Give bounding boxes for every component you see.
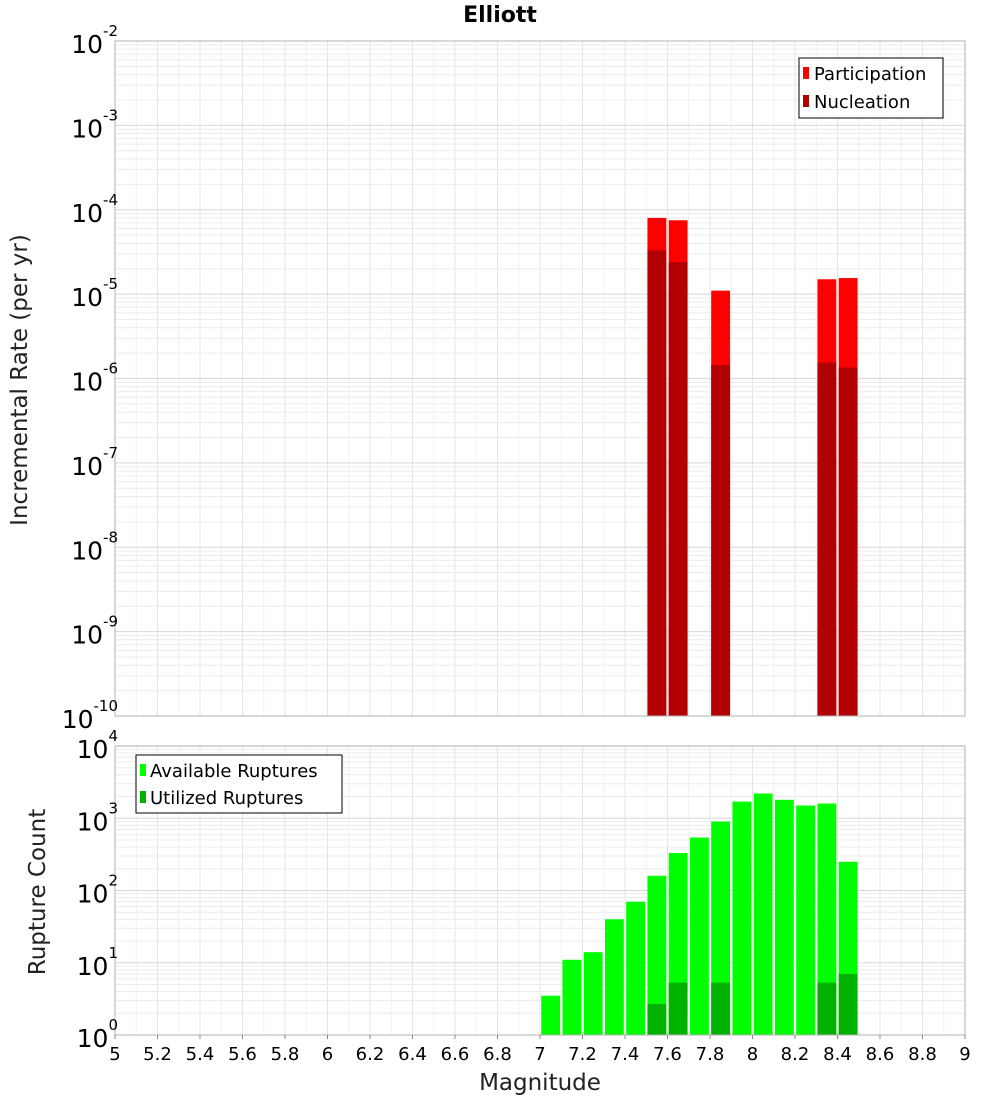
legend-swatch-available-ruptures	[140, 764, 146, 776]
bar-nucleation	[838, 367, 858, 716]
bar-nucleation	[711, 364, 731, 716]
y-tick-label: 10-10	[62, 697, 118, 734]
bar-nucleation	[668, 262, 688, 716]
x-tick-label: 6.4	[398, 1044, 427, 1065]
bar-utilized-ruptures	[711, 982, 731, 1035]
bar-available-ruptures	[817, 803, 837, 1035]
x-tick-label: 8.8	[908, 1044, 937, 1065]
top-legend-box	[798, 57, 944, 119]
bottom-legend[interactable]: Available Ruptures Utilized Ruptures	[135, 754, 343, 814]
chart-title: Elliott	[463, 3, 537, 28]
bar-utilized-ruptures	[817, 982, 837, 1035]
bar-available-ruptures	[711, 821, 731, 1035]
x-tick-label: 7.6	[653, 1044, 682, 1065]
y-tick-label: 101	[77, 944, 118, 981]
bar-available-ruptures	[626, 901, 646, 1035]
x-tick-label: 7.8	[696, 1044, 725, 1065]
legend-swatch-utilized-ruptures	[140, 791, 146, 803]
y-tick-label: 10-6	[71, 360, 118, 397]
top-plot-frame	[114, 40, 966, 717]
y-tick-label: 10-8	[71, 528, 118, 565]
x-ticks: 5 5.2 5.4 5.6 5.8 6 6.2 6.4 6.6 6.8 7 7.2 7.4 7.6 7.8 8…	[109, 1035, 971, 1065]
x-tick-label: 8	[747, 1044, 758, 1065]
legend-label-participation: Participation	[814, 64, 926, 85]
x-tick-label: 6.8	[483, 1044, 512, 1065]
x-tick-label: 6.2	[356, 1044, 385, 1065]
legend-label-nucleation: Nucleation	[814, 92, 910, 113]
x-tick-label: 6.6	[441, 1044, 470, 1065]
bottom-y-ticks: 100 101 102 103 104	[77, 727, 118, 1053]
legend-swatch-nucleation	[803, 95, 809, 107]
x-tick-label: 9	[959, 1044, 970, 1065]
top-legend[interactable]: Participation Nucleation	[798, 57, 944, 119]
y-tick-label: 10-7	[71, 444, 118, 481]
x-tick-label: 5	[109, 1044, 120, 1065]
y-tick-label: 102	[77, 872, 118, 909]
y-tick-label: 100	[77, 1016, 118, 1053]
x-axis-label: Magnitude	[479, 1070, 601, 1096]
x-tick-label: 5.4	[186, 1044, 215, 1065]
x-tick-label: 5.8	[271, 1044, 300, 1065]
bar-available-ruptures	[562, 959, 582, 1035]
bar-nucleation	[817, 362, 837, 716]
y-tick-label: 10-5	[71, 275, 118, 312]
bar-utilized-ruptures	[838, 973, 858, 1035]
bar-available-ruptures	[647, 875, 667, 1035]
bar-available-ruptures	[541, 995, 561, 1035]
bar-nucleation	[647, 250, 667, 717]
x-tick-label: 7.2	[568, 1044, 597, 1065]
y-tick-label: 104	[77, 727, 118, 764]
bar-available-ruptures	[689, 837, 709, 1035]
x-tick-label: 7	[534, 1044, 545, 1065]
legend-label-available-ruptures: Available Ruptures	[150, 761, 318, 782]
legend-swatch-participation	[803, 67, 809, 79]
x-tick-label: 8.4	[823, 1044, 852, 1065]
top-grid	[114, 41, 966, 717]
top-bars	[647, 217, 858, 717]
x-tick-label: 8.2	[781, 1044, 810, 1065]
x-tick-label: 7.4	[611, 1044, 640, 1065]
x-tick-label: 5.6	[228, 1044, 257, 1065]
bottom-y-axis-label: Rupture Count	[25, 809, 51, 975]
x-tick-label: 8.6	[866, 1044, 895, 1065]
bar-available-ruptures	[774, 799, 794, 1035]
y-tick-label: 10-4	[71, 191, 118, 228]
bar-available-ruptures	[604, 919, 624, 1035]
x-tick-label: 5.2	[143, 1044, 172, 1065]
bar-available-ruptures	[796, 805, 816, 1035]
legend-label-utilized-ruptures: Utilized Ruptures	[150, 788, 303, 809]
bottom-legend-box	[135, 754, 343, 814]
bottom-bars	[541, 793, 858, 1035]
bar-available-ruptures	[583, 952, 603, 1035]
bar-available-ruptures	[753, 793, 773, 1035]
x-tick-label: 6	[322, 1044, 333, 1065]
top-y-ticks: 10-10 10-9 10-8 10-7 10-6 10-5 10-4 10-3 10-2	[62, 22, 118, 734]
top-y-axis-label: Incremental Rate (per yr)	[7, 234, 33, 526]
y-tick-label: 10-2	[71, 22, 118, 59]
bar-available-ruptures	[732, 801, 752, 1035]
bar-utilized-ruptures	[668, 982, 688, 1035]
y-tick-label: 103	[77, 799, 118, 836]
y-tick-label: 10-9	[71, 613, 118, 650]
bar-utilized-ruptures	[647, 1003, 667, 1035]
y-tick-label: 10-3	[71, 106, 118, 143]
